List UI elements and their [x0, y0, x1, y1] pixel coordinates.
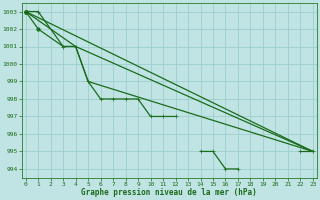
X-axis label: Graphe pression niveau de la mer (hPa): Graphe pression niveau de la mer (hPa) [81, 188, 257, 197]
